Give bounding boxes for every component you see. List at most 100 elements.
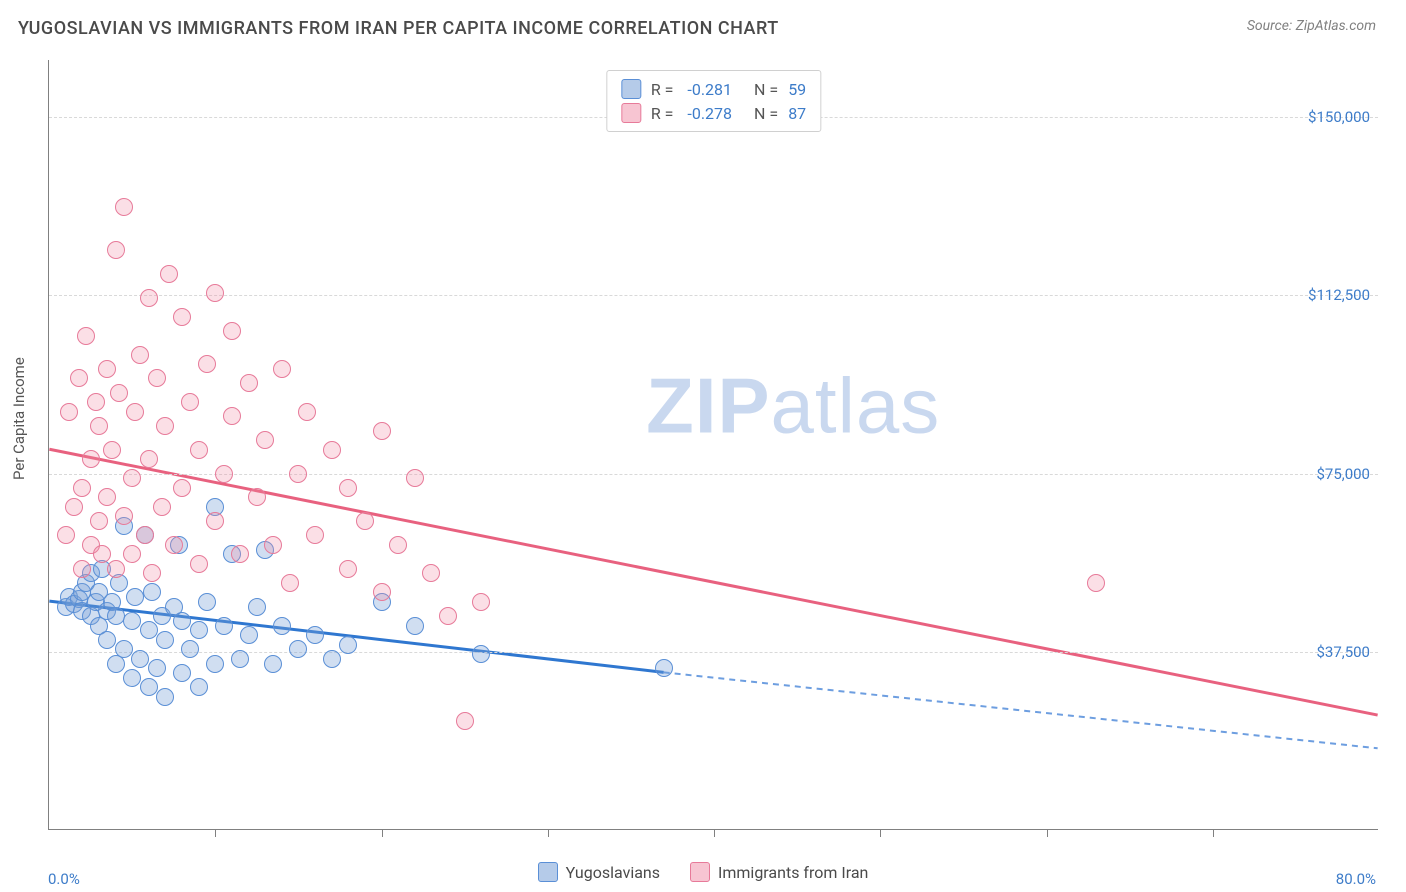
y-tick-label: $150,000 xyxy=(1308,108,1370,126)
legend-swatch xyxy=(621,79,641,99)
data-point xyxy=(140,450,158,468)
data-point xyxy=(306,526,324,544)
legend-r-label: R = xyxy=(651,104,674,123)
x-tick xyxy=(714,829,715,837)
data-point xyxy=(148,659,166,677)
data-point xyxy=(136,526,154,544)
data-point xyxy=(273,360,291,378)
data-point xyxy=(406,469,424,487)
data-point xyxy=(655,659,673,677)
data-point xyxy=(289,640,307,658)
data-point xyxy=(107,607,125,625)
chart-area: Per Capita Income ZIPatlas R = -0.281N =… xyxy=(0,50,1406,892)
legend-stat-row: R = -0.278N =87 xyxy=(621,101,806,125)
series-legend-item: Immigrants from Iran xyxy=(690,862,868,882)
data-point xyxy=(126,403,144,421)
chart-source: Source: ZipAtlas.com xyxy=(1247,18,1376,34)
data-point xyxy=(140,289,158,307)
legend-n-value: 59 xyxy=(788,80,806,99)
series-legend: Yugoslavians Immigrants from Iran xyxy=(0,852,1406,892)
data-point xyxy=(107,560,125,578)
data-point xyxy=(90,417,108,435)
data-point xyxy=(373,422,391,440)
trend-lines xyxy=(49,60,1378,829)
x-tick xyxy=(880,829,881,837)
series-legend-label: Yugoslavians xyxy=(566,863,660,882)
watermark: ZIPatlas xyxy=(646,361,940,452)
data-point xyxy=(103,441,121,459)
chart-title: YUGOSLAVIAN VS IMMIGRANTS FROM IRAN PER … xyxy=(18,18,779,39)
data-point xyxy=(323,650,341,668)
data-point xyxy=(323,441,341,459)
data-point xyxy=(156,631,174,649)
data-point xyxy=(215,617,233,635)
legend-n-label: N = xyxy=(754,104,778,123)
data-point xyxy=(1087,574,1105,592)
data-point xyxy=(215,465,233,483)
legend-stat-row: R = -0.281N =59 xyxy=(621,77,806,101)
data-point xyxy=(123,545,141,563)
data-point xyxy=(140,678,158,696)
data-point xyxy=(65,498,83,516)
data-point xyxy=(206,512,224,530)
data-point xyxy=(70,369,88,387)
data-point xyxy=(406,617,424,635)
gridline xyxy=(49,652,1378,653)
data-point xyxy=(156,417,174,435)
legend-r-value: -0.281 xyxy=(683,80,732,99)
data-point xyxy=(240,374,258,392)
data-point xyxy=(165,536,183,554)
data-point xyxy=(223,322,241,340)
data-point xyxy=(389,536,407,554)
data-point xyxy=(156,688,174,706)
data-point xyxy=(98,631,116,649)
x-tick xyxy=(1213,829,1214,837)
data-point xyxy=(143,564,161,582)
legend-swatch xyxy=(690,862,710,882)
legend-swatch xyxy=(621,103,641,123)
data-point xyxy=(82,450,100,468)
data-point xyxy=(123,612,141,630)
data-point xyxy=(273,617,291,635)
legend-swatch xyxy=(538,862,558,882)
data-point xyxy=(115,507,133,525)
series-legend-item: Yugoslavians xyxy=(538,862,660,882)
data-point xyxy=(173,308,191,326)
data-point xyxy=(98,488,116,506)
data-point xyxy=(115,198,133,216)
data-point xyxy=(190,555,208,573)
data-point xyxy=(131,346,149,364)
y-tick-label: $37,500 xyxy=(1316,643,1370,661)
stats-legend: R = -0.281N =59R = -0.278N =87 xyxy=(606,70,821,132)
data-point xyxy=(231,545,249,563)
data-point xyxy=(198,355,216,373)
data-point xyxy=(190,678,208,696)
data-point xyxy=(264,536,282,554)
data-point xyxy=(148,369,166,387)
data-point xyxy=(248,598,266,616)
data-point xyxy=(173,664,191,682)
data-point xyxy=(298,403,316,421)
data-point xyxy=(123,669,141,687)
data-point xyxy=(181,640,199,658)
data-point xyxy=(73,560,91,578)
data-point xyxy=(439,607,457,625)
y-tick-label: $112,500 xyxy=(1308,286,1370,304)
data-point xyxy=(289,465,307,483)
x-tick xyxy=(382,829,383,837)
y-axis-title: Per Capita Income xyxy=(10,357,28,480)
data-point xyxy=(87,393,105,411)
data-point xyxy=(131,650,149,668)
data-point xyxy=(181,393,199,411)
data-point xyxy=(60,403,78,421)
data-point xyxy=(373,583,391,601)
data-point xyxy=(57,526,75,544)
legend-r-value: -0.278 xyxy=(683,104,732,123)
data-point xyxy=(339,560,357,578)
data-point xyxy=(173,479,191,497)
data-point xyxy=(422,564,440,582)
data-point xyxy=(339,479,357,497)
data-point xyxy=(153,498,171,516)
data-point xyxy=(123,469,141,487)
data-point xyxy=(240,626,258,644)
